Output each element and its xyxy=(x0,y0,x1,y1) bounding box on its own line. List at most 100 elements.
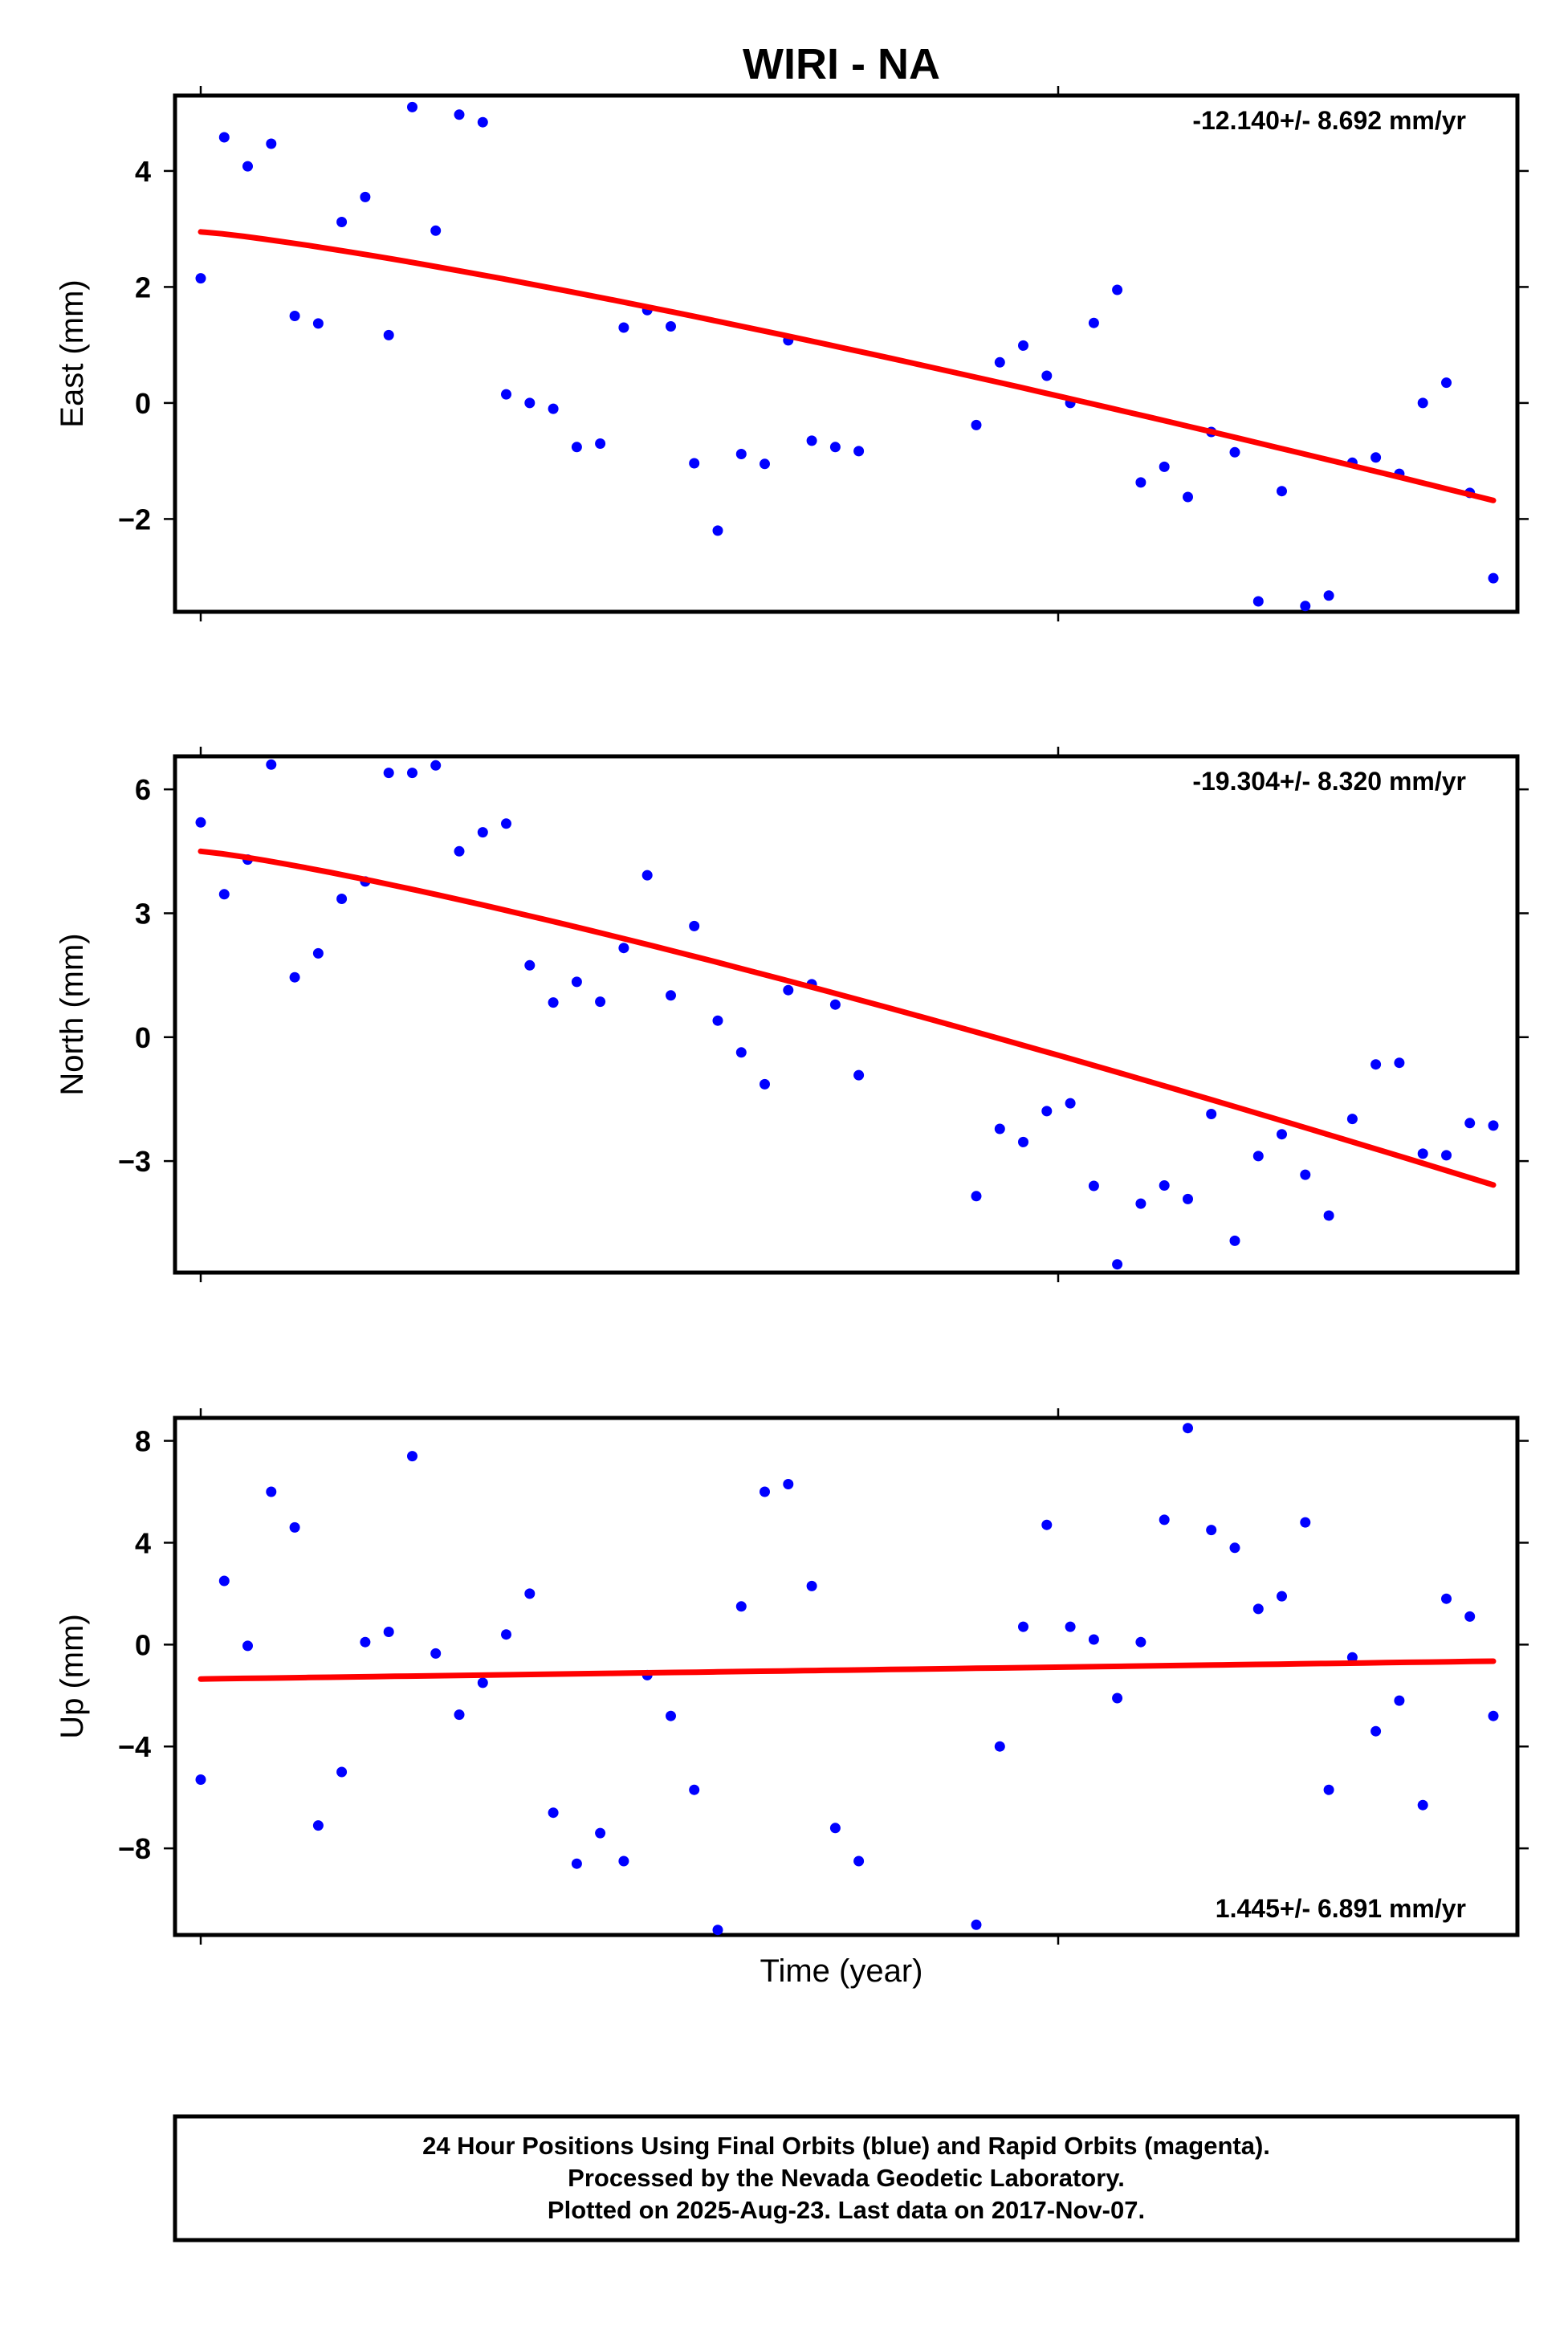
up-panel: −8 −4 0 4 8 Up (mm) 1.445+/- 6.891 mm/yr xyxy=(55,1408,1529,1945)
rate-label: -19.304+/- 8.320 mm/yr xyxy=(1192,767,1466,796)
data-point xyxy=(336,217,348,227)
data-point xyxy=(218,889,230,900)
data-point xyxy=(853,446,865,457)
trend-line xyxy=(198,848,1497,1188)
data-point xyxy=(548,997,559,1008)
data-point xyxy=(1112,284,1123,295)
data-point xyxy=(806,1580,817,1591)
data-point xyxy=(1065,1621,1076,1632)
data-point xyxy=(1277,1129,1287,1140)
rate-label: 1.445+/- 6.891 mm/yr xyxy=(1216,1894,1466,1923)
data-point xyxy=(1323,1210,1334,1221)
data-point xyxy=(1323,1784,1334,1795)
trend-line xyxy=(198,229,1497,503)
data-point xyxy=(1135,1636,1146,1648)
y-tick-label: 0 xyxy=(135,1628,151,1661)
data-point xyxy=(1088,317,1099,328)
data-point xyxy=(383,768,394,779)
data-point xyxy=(1441,1593,1452,1604)
data-point xyxy=(689,920,700,931)
data-point xyxy=(360,1636,371,1648)
data-point xyxy=(712,525,723,536)
data-point xyxy=(1300,1169,1311,1180)
data-point xyxy=(1370,1725,1382,1737)
data-point xyxy=(595,1827,606,1839)
data-point xyxy=(1041,1106,1053,1117)
data-point xyxy=(195,1774,206,1785)
y-tick-label: 6 xyxy=(135,773,151,806)
data-point xyxy=(1183,1193,1193,1204)
data-point xyxy=(1183,491,1193,503)
data-point xyxy=(1417,397,1428,409)
data-point xyxy=(735,1047,747,1058)
data-point xyxy=(735,449,747,459)
data-point xyxy=(994,356,1005,368)
plot-frame xyxy=(173,93,1520,614)
data-point xyxy=(1441,377,1452,389)
y-axis-label: North (mm) xyxy=(55,933,90,1095)
data-point xyxy=(501,389,511,400)
data-point xyxy=(336,894,348,904)
data-point xyxy=(1488,1710,1499,1721)
data-point xyxy=(1394,1695,1405,1706)
data-point xyxy=(454,845,465,857)
data-point xyxy=(242,161,253,172)
data-point xyxy=(1206,1525,1217,1536)
data-point xyxy=(735,1601,747,1612)
data-point xyxy=(783,984,794,996)
data-point xyxy=(666,1710,676,1721)
data-point xyxy=(1135,477,1146,488)
data-point xyxy=(618,943,629,954)
data-point xyxy=(1277,1591,1287,1602)
data-point xyxy=(454,109,465,120)
data-point xyxy=(218,132,230,143)
data-point xyxy=(218,1575,230,1587)
data-point xyxy=(1229,446,1240,458)
data-point xyxy=(571,442,582,453)
data-point xyxy=(1041,370,1053,381)
y-tick-label: 3 xyxy=(135,897,151,930)
data-point xyxy=(1018,1621,1028,1632)
data-point xyxy=(266,138,277,149)
data-point xyxy=(760,1486,770,1497)
data-point xyxy=(1041,1519,1053,1530)
data-point xyxy=(1417,1799,1428,1811)
data-point xyxy=(1183,1423,1193,1434)
y-tick-label: 8 xyxy=(135,1425,151,1458)
data-point xyxy=(383,329,394,340)
data-point xyxy=(1112,1693,1123,1704)
data-point xyxy=(760,1078,770,1090)
data-point xyxy=(548,403,559,414)
data-point xyxy=(689,458,700,469)
y-tick-label: 0 xyxy=(135,1021,151,1054)
data-point xyxy=(1441,1150,1452,1161)
data-point xyxy=(1277,486,1287,497)
footer-box: 24 Hour Positions Using Final Orbits (bl… xyxy=(173,2114,1520,2242)
data-point xyxy=(1252,596,1264,607)
data-point xyxy=(289,1521,300,1533)
data-point xyxy=(666,990,676,1001)
data-point xyxy=(407,101,417,112)
footer-line-2: Processed by the Nevada Geodetic Laborat… xyxy=(568,2164,1125,2192)
data-point xyxy=(994,1741,1005,1752)
data-point xyxy=(971,1919,982,1930)
data-point xyxy=(618,322,629,333)
data-point xyxy=(853,1855,865,1867)
data-point xyxy=(430,1648,442,1659)
y-tick-label: 4 xyxy=(135,1526,151,1559)
data-point xyxy=(1346,1114,1358,1125)
y-tick-label: 0 xyxy=(135,387,151,420)
data-point xyxy=(1018,1136,1028,1147)
east-panel: −2 0 2 4 East (mm) -12.140+/- 8.692 mm/yr xyxy=(55,86,1529,621)
data-point xyxy=(1159,1514,1170,1525)
data-point xyxy=(1112,1259,1123,1270)
data-point xyxy=(454,1709,465,1721)
data-point xyxy=(195,817,206,828)
data-point xyxy=(971,419,982,430)
data-point xyxy=(618,1855,629,1867)
data-point xyxy=(571,976,582,988)
data-point xyxy=(1394,1057,1405,1069)
trend-line xyxy=(198,1658,1497,1682)
data-point xyxy=(1159,1180,1170,1191)
data-point xyxy=(971,1191,982,1202)
